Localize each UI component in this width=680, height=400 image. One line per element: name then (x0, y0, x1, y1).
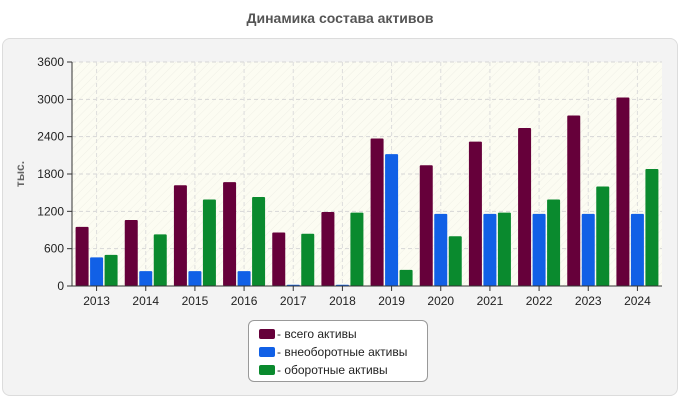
chart-title: Динамика состава активов (246, 10, 434, 26)
bar-total-assets-2018 (321, 211, 335, 286)
bar-current-assets-2013 (104, 254, 118, 286)
y-tick-label: 1200 (37, 204, 64, 218)
bar-total-assets-2020 (419, 165, 433, 286)
bar-current-assets-2020 (448, 236, 462, 286)
bar-noncurrent-assets-2019 (385, 154, 399, 286)
y-tick-label: 3000 (37, 92, 64, 106)
x-tick-label: 2017 (280, 294, 307, 308)
x-tick-label: 2018 (329, 294, 356, 308)
bar-current-assets-2015 (202, 199, 216, 286)
bar-noncurrent-assets-2013 (90, 257, 104, 286)
x-tick-label: 2016 (231, 294, 258, 308)
bar-total-assets-2015 (173, 185, 187, 286)
bar-total-assets-2017 (272, 232, 286, 286)
y-tick-label: 0 (57, 279, 64, 293)
x-tick-label: 2019 (378, 294, 405, 308)
x-tick-label: 2024 (624, 294, 651, 308)
x-tick-label: 2020 (427, 294, 454, 308)
y-tick-label: 3600 (37, 55, 64, 69)
bar-total-assets-2021 (468, 141, 482, 286)
bar-total-assets-2019 (370, 138, 384, 286)
legend-swatch-noncurrent-assets (259, 346, 275, 357)
bar-current-assets-2024 (645, 169, 659, 286)
legend-label-total-assets: - всего активы (277, 327, 357, 341)
legend-label-noncurrent-assets: - внеоборотные активы (277, 345, 408, 359)
bar-current-assets-2017 (301, 233, 315, 286)
bar-noncurrent-assets-2023 (581, 213, 595, 286)
x-tick-label: 2013 (83, 294, 110, 308)
legend-item-total-assets: - всего активы (249, 325, 427, 343)
bar-current-assets-2016 (252, 197, 266, 286)
bar-noncurrent-assets-2022 (532, 213, 546, 286)
bar-noncurrent-assets-2024 (630, 213, 644, 286)
bar-noncurrent-assets-2014 (139, 271, 153, 286)
x-tick-label: 2014 (132, 294, 159, 308)
y-axis-label: тыс. (13, 161, 27, 187)
legend-swatch-current-assets (259, 364, 275, 375)
bar-current-assets-2019 (399, 269, 413, 286)
y-tick-label: 2400 (37, 130, 64, 144)
bar-total-assets-2013 (75, 226, 89, 286)
bar-noncurrent-assets-2021 (483, 213, 497, 286)
y-tick-label: 1800 (37, 167, 64, 181)
legend-swatch-total-assets (259, 328, 275, 339)
bar-noncurrent-assets-2016 (237, 271, 251, 286)
x-tick-label: 2015 (182, 294, 209, 308)
x-tick-label: 2021 (477, 294, 504, 308)
bar-current-assets-2023 (596, 186, 610, 286)
legend-item-current-assets: - оборотные активы (249, 361, 427, 379)
bar-current-assets-2014 (153, 234, 167, 286)
legend-label-current-assets: - оборотные активы (277, 363, 388, 377)
x-tick-label: 2023 (575, 294, 602, 308)
bar-noncurrent-assets-2020 (434, 213, 448, 286)
bar-current-assets-2018 (350, 212, 364, 286)
bar-total-assets-2024 (616, 97, 630, 286)
bar-noncurrent-assets-2015 (188, 271, 202, 286)
bar-total-assets-2022 (518, 127, 532, 286)
y-tick-label: 600 (44, 242, 64, 256)
bar-current-assets-2021 (497, 212, 511, 286)
bar-current-assets-2022 (547, 199, 561, 286)
bar-total-assets-2014 (124, 220, 138, 286)
legend-item-noncurrent-assets: - внеоборотные активы (249, 343, 427, 361)
x-tick-label: 2022 (526, 294, 553, 308)
chart-legend: - всего активы - внеоборотные активы - о… (248, 320, 428, 382)
bar-total-assets-2016 (223, 182, 237, 286)
bar-total-assets-2023 (567, 115, 581, 286)
